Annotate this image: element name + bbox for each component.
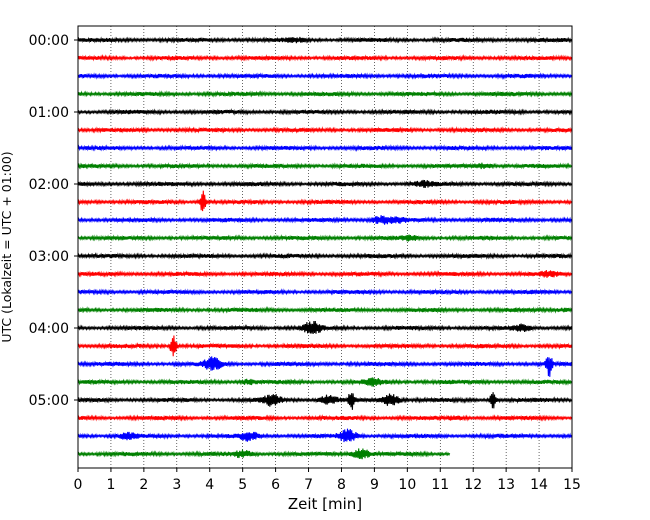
trace-row-0045 [77,90,573,98]
x-tick-label: 14 [530,477,548,493]
traces [77,36,573,460]
trace-row-0415 [77,335,573,357]
x-tick-label: 5 [238,477,247,493]
x-tick-label: 0 [74,477,83,493]
x-tick-label: 13 [497,477,515,493]
x-axis-label: Zeit [min] [288,495,362,513]
x-axis: 0 1 2 3 4 5 6 7 8 9 10 11 12 13 14 15 [74,468,581,493]
trace-row-0230 [77,215,573,225]
x-tick-label: 4 [205,477,214,493]
x-tick-label: 9 [370,477,379,493]
x-tick-label: 11 [431,477,449,493]
x-tick-label: 2 [139,477,148,493]
trace-row-0000 [77,36,573,44]
trace-row-0015 [77,54,573,62]
y-tick-label: 04:00 [29,321,69,337]
y-tick-label: 02:00 [29,177,69,193]
x-tick-label: 7 [304,477,313,493]
y-axis-label: UTC (Lokalzeit = UTC + 01:00) [0,151,14,342]
trace-row-0330 [77,288,573,296]
x-tick-label: 1 [106,477,115,493]
trace-row-0315 [77,270,573,278]
x-tick-label: 10 [398,477,416,493]
trace-row-0115 [77,126,573,134]
trace-row-0145 [77,162,572,170]
y-tick-label: 01:00 [29,105,69,121]
trace-row-0345 [77,306,573,314]
trace-row-0445 [77,377,573,387]
x-tick-label: 6 [271,477,280,493]
trace-row-0245 [77,234,573,242]
trace-row-0215 [77,190,573,212]
x-tick-label: 15 [563,477,581,493]
trace-row-0100 [77,108,573,116]
plot-area [78,26,572,468]
trace-row-0030 [77,72,573,80]
y-tick-label: 05:00 [29,393,69,409]
trace-row-0545 [77,448,451,460]
y-tick-label: 00:00 [29,33,69,49]
y-axis: 00:00 01:00 02:00 03:00 04:00 05:00 [29,33,78,409]
plot-frame [77,25,573,469]
trace-row-0130 [77,144,573,152]
trace-row-0300 [77,252,573,260]
trace-row-0200 [77,179,573,188]
trace-row-0530 [77,428,573,443]
trace-row-0500 [77,392,573,410]
x-tick-label: 8 [337,477,346,493]
trace-row-0400 [77,320,573,334]
trace-row-0515 [77,414,573,422]
x-tick-label: 3 [172,477,181,493]
x-tick-label: 12 [464,477,482,493]
y-tick-label: 03:00 [29,249,69,265]
trace-row-0430 [77,356,573,377]
